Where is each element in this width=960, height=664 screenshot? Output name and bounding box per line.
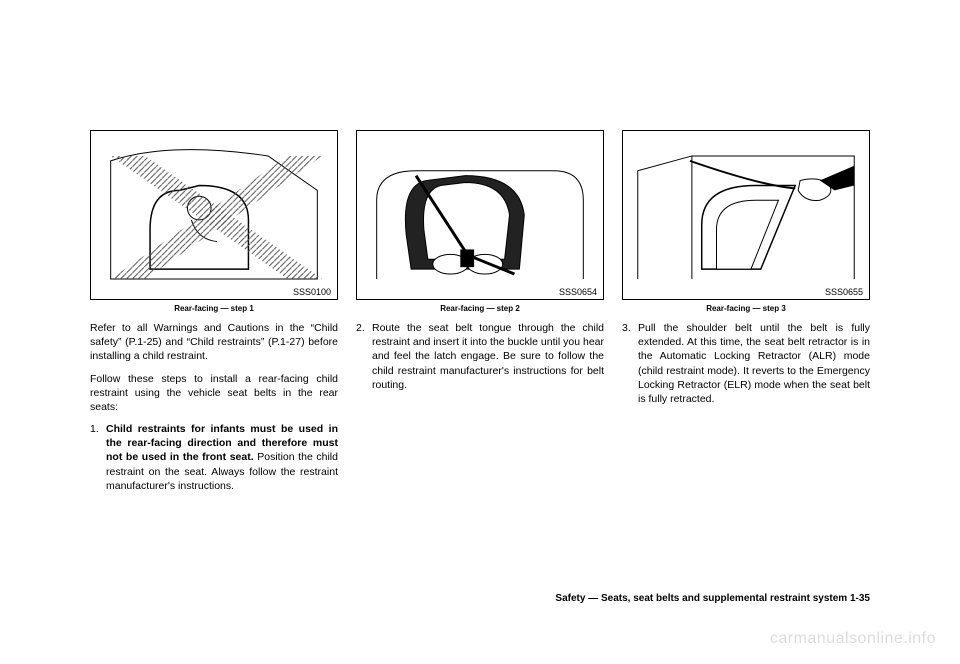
page-footer: Safety — Seats, seat belts and supplemen… — [555, 593, 870, 604]
column-2-body: 2. Route the seat belt tongue through th… — [356, 321, 604, 392]
figure-3: SSS0655 — [622, 130, 870, 300]
figure-2-caption: Rear-facing — step 2 — [356, 304, 604, 313]
figure-2-code: SSS0654 — [557, 287, 599, 297]
column-2: SSS0654 Rear-facing — step 2 2. Route th… — [356, 130, 604, 501]
column-1-body: Refer to all Warnings and Cautions in th… — [90, 321, 338, 493]
column-1: SSS0100 Rear-facing — step 1 Refer to al… — [90, 130, 338, 501]
figure-2: SSS0654 — [356, 130, 604, 300]
figure-1-code: SSS0100 — [291, 287, 333, 297]
column-3-body: 3. Pull the shoulder belt until the belt… — [622, 321, 870, 406]
step-1-text: Child restraints for infants must be use… — [106, 422, 338, 493]
step-2-text: Route the seat belt tongue through the c… — [372, 321, 604, 392]
figure-3-code: SSS0655 — [823, 287, 865, 297]
step-2: 2. Route the seat belt tongue through th… — [356, 321, 604, 392]
step-1: 1. Child restraints for infants must be … — [90, 422, 338, 493]
figure-1-illustration — [91, 131, 337, 299]
column-3: SSS0655 Rear-facing — step 3 3. Pull the… — [622, 130, 870, 501]
col1-paragraph-2: Follow these steps to install a rear-fac… — [90, 372, 338, 415]
col1-paragraph-1: Refer to all Warnings and Cautions in th… — [90, 321, 338, 364]
figure-3-caption: Rear-facing — step 3 — [622, 304, 870, 313]
figure-3-illustration — [623, 131, 869, 299]
watermark: carmanualsonline.info — [770, 630, 936, 648]
step-3-number: 3. — [622, 321, 638, 406]
figure-2-illustration — [357, 131, 603, 299]
figure-1: SSS0100 — [90, 130, 338, 300]
page-columns: SSS0100 Rear-facing — step 1 Refer to al… — [90, 130, 870, 501]
step-3-text: Pull the shoulder belt until the belt is… — [638, 321, 870, 406]
step-2-number: 2. — [356, 321, 372, 392]
step-3: 3. Pull the shoulder belt until the belt… — [622, 321, 870, 406]
step-1-number: 1. — [90, 422, 106, 493]
figure-1-caption: Rear-facing — step 1 — [90, 304, 338, 313]
